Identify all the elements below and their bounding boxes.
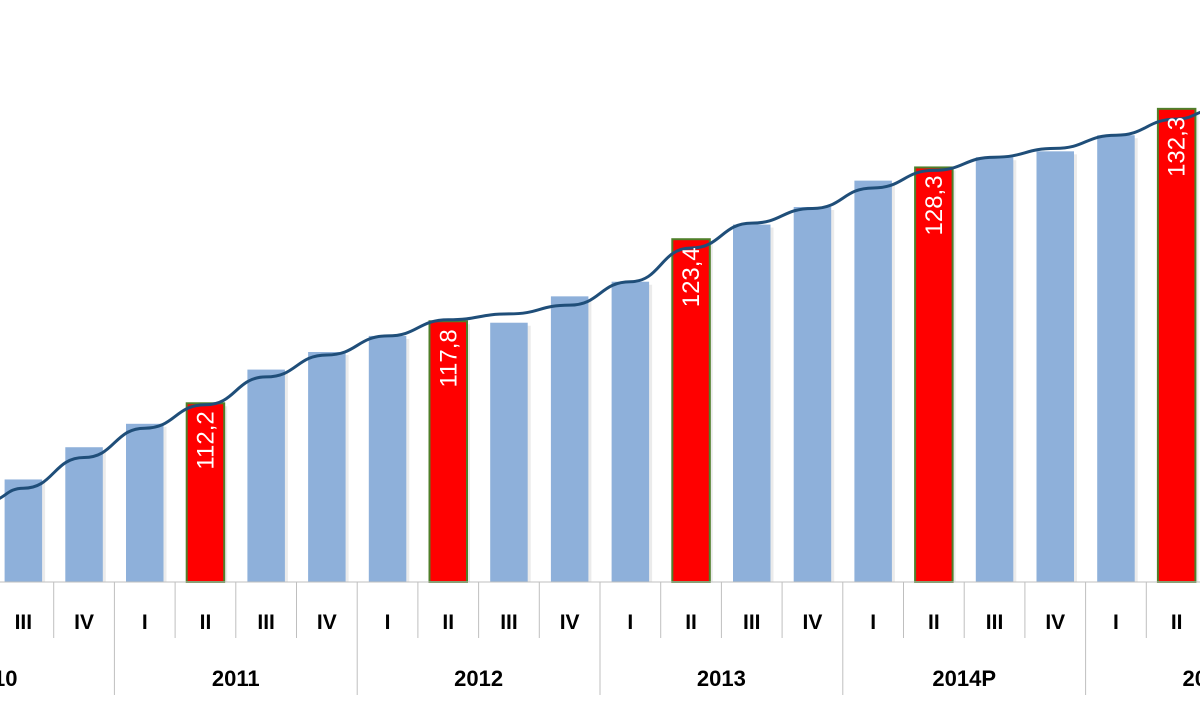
data-label: 123,4 xyxy=(678,247,705,307)
bar xyxy=(4,479,43,582)
bar-highlighted xyxy=(671,238,711,583)
quarter-label: IV xyxy=(560,611,580,634)
bar xyxy=(490,322,528,582)
year-label: 2015 xyxy=(1183,666,1200,691)
year-label: 2010 xyxy=(0,666,17,691)
quarter-label: III xyxy=(257,611,275,634)
year-label: 2013 xyxy=(697,666,746,691)
quarter-label: III xyxy=(15,611,33,634)
x-axis: III IV I II III IV I II III IV I II III IV I II III IV I II… xyxy=(0,581,1200,695)
year-label: 2011 xyxy=(212,666,260,691)
bar xyxy=(1036,151,1074,583)
data-label: 112,2 xyxy=(192,411,219,469)
bar xyxy=(65,447,103,582)
quarter-label: IV xyxy=(317,611,337,634)
bar-highlighted xyxy=(428,320,468,583)
quarter-label: II xyxy=(1171,611,1183,634)
quarter-label: II xyxy=(442,611,454,634)
bar xyxy=(975,157,1014,582)
data-label: 117,8 xyxy=(435,329,462,387)
quarter-label: IV xyxy=(74,611,94,634)
bar xyxy=(733,224,771,582)
data-labels-layer: 112,2 117,8 123,4 128,3 132,3 xyxy=(192,117,1190,470)
quarter-label: III xyxy=(743,611,761,634)
bar xyxy=(126,423,164,582)
bar xyxy=(1097,135,1135,582)
year-label: 2014P xyxy=(932,666,996,691)
quarter-label: IV xyxy=(1045,611,1065,634)
data-label: 132,3 xyxy=(1164,117,1191,177)
bar xyxy=(550,296,589,582)
trend-layer xyxy=(0,110,1200,500)
quarter-label: IV xyxy=(803,611,823,634)
bar xyxy=(247,369,285,582)
quarter-label: I xyxy=(627,611,633,634)
bar xyxy=(793,206,832,582)
quarter-label: I xyxy=(142,611,148,634)
bar-highlighted xyxy=(1156,107,1197,583)
quarter-label: I xyxy=(870,611,876,634)
bar xyxy=(611,281,650,582)
quarter-label: II xyxy=(200,611,212,634)
bars-layer xyxy=(4,107,1199,584)
data-label: 128,3 xyxy=(921,175,948,235)
bar xyxy=(854,180,892,583)
bar xyxy=(308,352,346,582)
trend-line xyxy=(0,110,1200,500)
bar-highlighted xyxy=(185,402,226,584)
bar-highlighted xyxy=(914,166,954,583)
quarter-label: I xyxy=(385,611,391,634)
quarter-label: I xyxy=(1113,611,1119,634)
quarter-label: II xyxy=(928,611,940,634)
quarter-label: II xyxy=(685,611,697,634)
year-label: 2012 xyxy=(454,666,503,691)
quarter-label: III xyxy=(986,611,1004,634)
bar xyxy=(368,335,407,582)
quarter-label: III xyxy=(500,611,518,634)
